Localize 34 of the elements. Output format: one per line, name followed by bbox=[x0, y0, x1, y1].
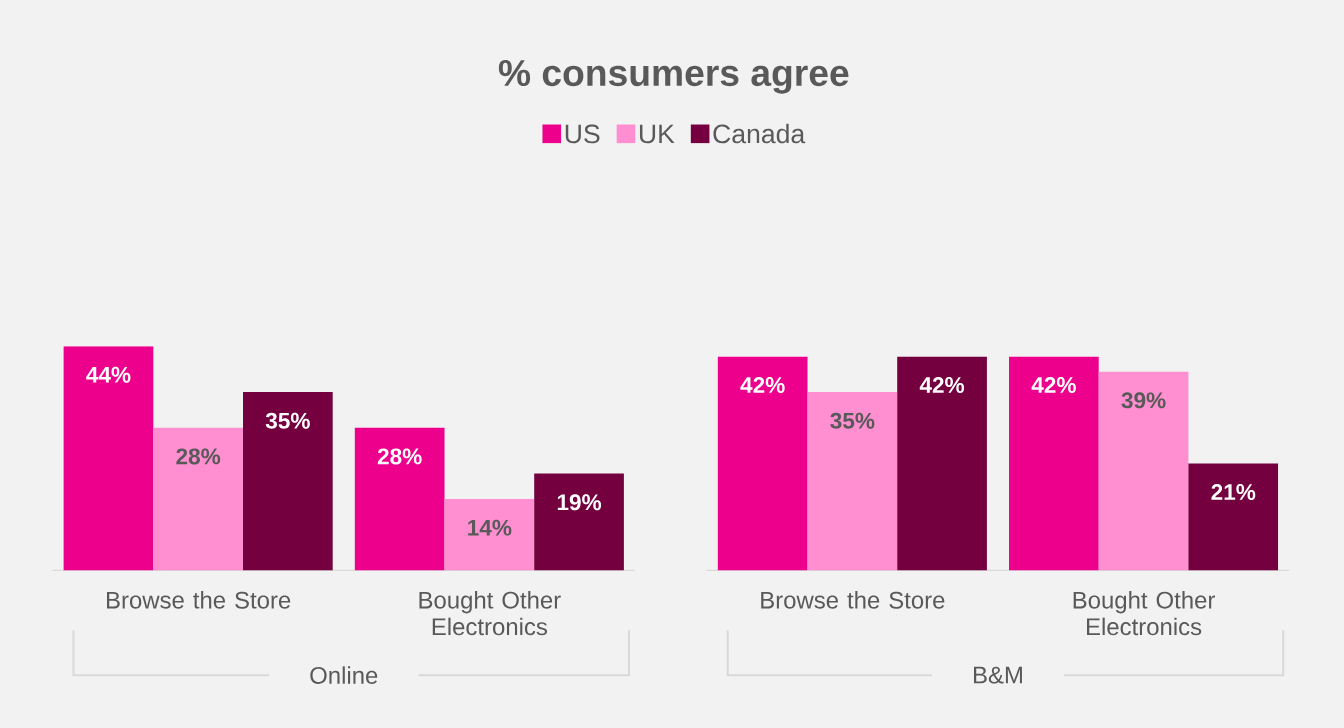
data-label: 42% bbox=[740, 377, 785, 393]
bar bbox=[717, 356, 808, 571]
bar bbox=[1009, 356, 1099, 571]
legend-label: US bbox=[565, 124, 600, 144]
bar bbox=[243, 392, 333, 571]
data-label: 28% bbox=[377, 448, 422, 465]
bar bbox=[807, 392, 898, 571]
bar bbox=[1098, 371, 1189, 571]
data-label: 44% bbox=[86, 366, 131, 383]
bar bbox=[354, 427, 445, 571]
data-label: 21% bbox=[1211, 484, 1256, 500]
x-tick-label: Bought Other Electronics bbox=[419, 591, 561, 636]
x-tick-label: Browse the Store bbox=[107, 591, 291, 609]
bar bbox=[897, 356, 987, 571]
x-axis-title: Online bbox=[310, 666, 378, 684]
data-label: 19% bbox=[557, 494, 602, 511]
data-label: 35% bbox=[830, 412, 875, 429]
data-label: 42% bbox=[1031, 377, 1076, 393]
data-label: 42% bbox=[919, 377, 965, 393]
bar bbox=[63, 346, 154, 571]
bar bbox=[534, 473, 624, 571]
legend-label: UK bbox=[639, 124, 675, 144]
data-label: 35% bbox=[265, 412, 310, 429]
x-tick-label: Bought Other Electronics bbox=[1073, 591, 1215, 636]
bar bbox=[1188, 463, 1279, 571]
x-tick-label: Browse the Store bbox=[761, 591, 945, 609]
chart-title: % consumers agree bbox=[498, 59, 849, 94]
x-axis-title: B&M bbox=[973, 666, 1022, 684]
data-label: 28% bbox=[176, 448, 221, 465]
bar bbox=[444, 499, 535, 571]
data-label: 39% bbox=[1121, 392, 1166, 409]
legend-label: Canada bbox=[713, 123, 806, 144]
bar bbox=[153, 427, 244, 571]
data-label: 14% bbox=[468, 519, 512, 536]
